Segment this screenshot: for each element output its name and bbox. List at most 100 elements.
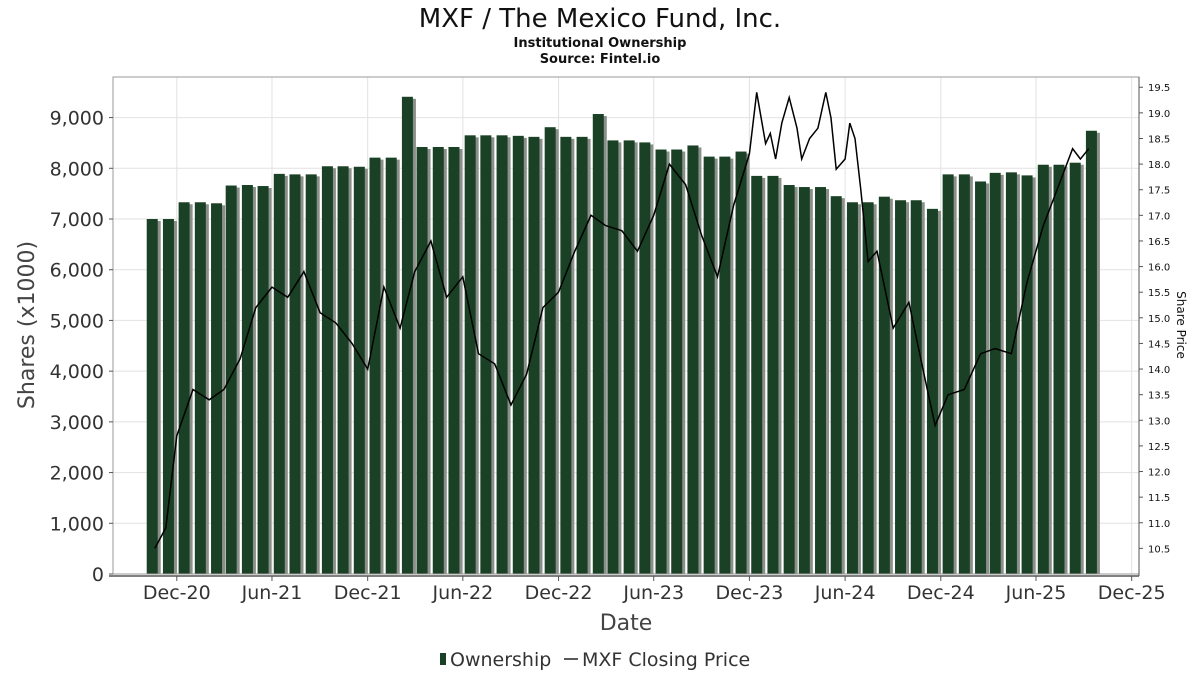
- x-tick-label: Dec-24: [907, 582, 975, 604]
- ownership-bar-fill: [895, 200, 907, 574]
- ownership-bar: [607, 140, 622, 574]
- ownership-bar: [273, 173, 288, 574]
- ownership-bar-fill: [496, 135, 508, 575]
- ownership-bar: [211, 203, 226, 574]
- y2-tick-label: 18.0: [1148, 160, 1170, 171]
- ownership-bar: [592, 114, 607, 575]
- ownership-bar-fill: [480, 135, 492, 575]
- y-tick-label: 7,000: [50, 209, 104, 231]
- ownership-bar-fill: [958, 174, 970, 574]
- ownership-bar-fill: [464, 135, 476, 575]
- ownership-bar: [225, 185, 240, 574]
- ownership-bar-fill: [1005, 172, 1017, 575]
- ownership-bar: [767, 175, 782, 574]
- ownership-bar-fill: [416, 146, 428, 574]
- ownership-bar: [942, 174, 957, 574]
- x-tick-label: Jun-24: [814, 582, 876, 604]
- ownership-bar-fill: [846, 202, 858, 574]
- ownership-bar: [146, 219, 161, 574]
- ownership-bar: [815, 187, 830, 575]
- ownership-bar: [1069, 162, 1084, 574]
- ownership-bar: [321, 166, 336, 574]
- ownership-bar: [162, 219, 177, 574]
- ownership-bar-fill: [751, 175, 763, 574]
- ownership-bar: [401, 96, 416, 575]
- y2-tick-label: 13.0: [1148, 416, 1170, 427]
- ownership-bar: [655, 149, 670, 574]
- ownership-bar: [464, 135, 479, 575]
- y-tick-label: 4,000: [50, 361, 104, 383]
- ownership-bar-fill: [607, 140, 619, 574]
- ownership-bar-fill: [289, 174, 301, 574]
- ownership-bar: [751, 175, 766, 574]
- ownership-bar-fill: [862, 202, 874, 574]
- y-axis-label: Shares (x1000): [15, 241, 40, 409]
- ownership-bar-fill: [385, 157, 397, 574]
- y2-tick-label: 15.0: [1148, 314, 1170, 325]
- ownership-bar-fill: [639, 142, 651, 574]
- y-axis-ticks: 0 1,000 2,000 3,000 4,000 5,000 6,000 7,000 8,00…: [50, 108, 113, 586]
- ownership-bar-fill: [1069, 162, 1081, 574]
- ownership-bar-fill: [337, 166, 349, 574]
- ownership-bar: [1085, 130, 1100, 574]
- ownership-bar-fill: [687, 145, 699, 574]
- ownership-bar-fill: [162, 219, 174, 574]
- ownership-bar-fill: [1085, 130, 1097, 574]
- y2-tick-label: 10.5: [1148, 544, 1170, 555]
- ownership-bar-fill: [926, 208, 938, 574]
- ownership-bar: [639, 142, 654, 574]
- y-tick-label: 0: [92, 564, 104, 586]
- y-tick-label: 3,000: [50, 412, 104, 434]
- ownership-bar-fill: [353, 166, 365, 574]
- ownership-bar-fill: [560, 136, 572, 575]
- y2-tick-label: 17.5: [1148, 186, 1170, 197]
- y2-axis-label: Share Price: [1174, 291, 1188, 359]
- y2-tick-label: 16.5: [1148, 237, 1170, 248]
- ownership-bar-fill: [146, 219, 158, 574]
- y2-tick-label: 14.5: [1148, 339, 1170, 350]
- ownership-bar-fill: [671, 149, 683, 574]
- x-tick-label: Dec-25: [1098, 582, 1166, 604]
- ownership-bar-fill: [975, 181, 987, 574]
- ownership-bar-fill: [257, 186, 269, 575]
- ownership-bar-fill: [576, 136, 588, 575]
- y-tick-label: 1,000: [50, 513, 104, 535]
- ownership-bar: [1005, 172, 1020, 575]
- ownership-bar: [385, 157, 400, 574]
- ownership-bar-fill: [321, 166, 333, 574]
- ownership-bar: [862, 202, 877, 574]
- x-tick-label: Dec-21: [334, 582, 402, 604]
- ownership-bar: [687, 145, 702, 574]
- chart-subtitle: Institutional Ownership: [514, 36, 687, 51]
- ownership-bar: [671, 149, 686, 574]
- ownership-bar: [1037, 164, 1052, 574]
- y2-tick-label: 15.5: [1148, 288, 1170, 299]
- ownership-bar: [528, 136, 543, 575]
- chart-title: MXF / The Mexico Fund, Inc.: [419, 4, 781, 34]
- ownership-bar: [257, 186, 272, 575]
- ownership-bar-fill: [305, 174, 317, 574]
- ownership-bar: [735, 151, 750, 575]
- ownership-bar-fill: [942, 174, 954, 574]
- y-tick-label: 9,000: [50, 108, 104, 130]
- ownership-bar: [830, 196, 845, 574]
- ownership-bar-fill: [830, 196, 842, 574]
- ownership-bar: [846, 202, 861, 574]
- ownership-bar: [895, 200, 910, 574]
- ownership-bar-fill: [783, 185, 795, 574]
- y2-tick-label: 12.0: [1148, 468, 1170, 479]
- ownership-bar: [289, 174, 304, 574]
- ownership-bar: [975, 181, 990, 574]
- ownership-bar-fill: [815, 187, 827, 575]
- ownership-bar: [798, 187, 813, 575]
- ownership-bar: [448, 146, 463, 574]
- ownership-bar-fill: [211, 203, 223, 574]
- ownership-bar: [989, 172, 1004, 574]
- y2-tick-label: 13.5: [1148, 391, 1170, 402]
- x-tick-label: Dec-23: [716, 582, 784, 604]
- ownership-bar: [416, 146, 431, 574]
- ownership-bar: [496, 135, 511, 575]
- x-tick-label: Jun-23: [622, 582, 684, 604]
- ownership-bar-fill: [273, 173, 285, 574]
- ownership-bar: [353, 166, 368, 574]
